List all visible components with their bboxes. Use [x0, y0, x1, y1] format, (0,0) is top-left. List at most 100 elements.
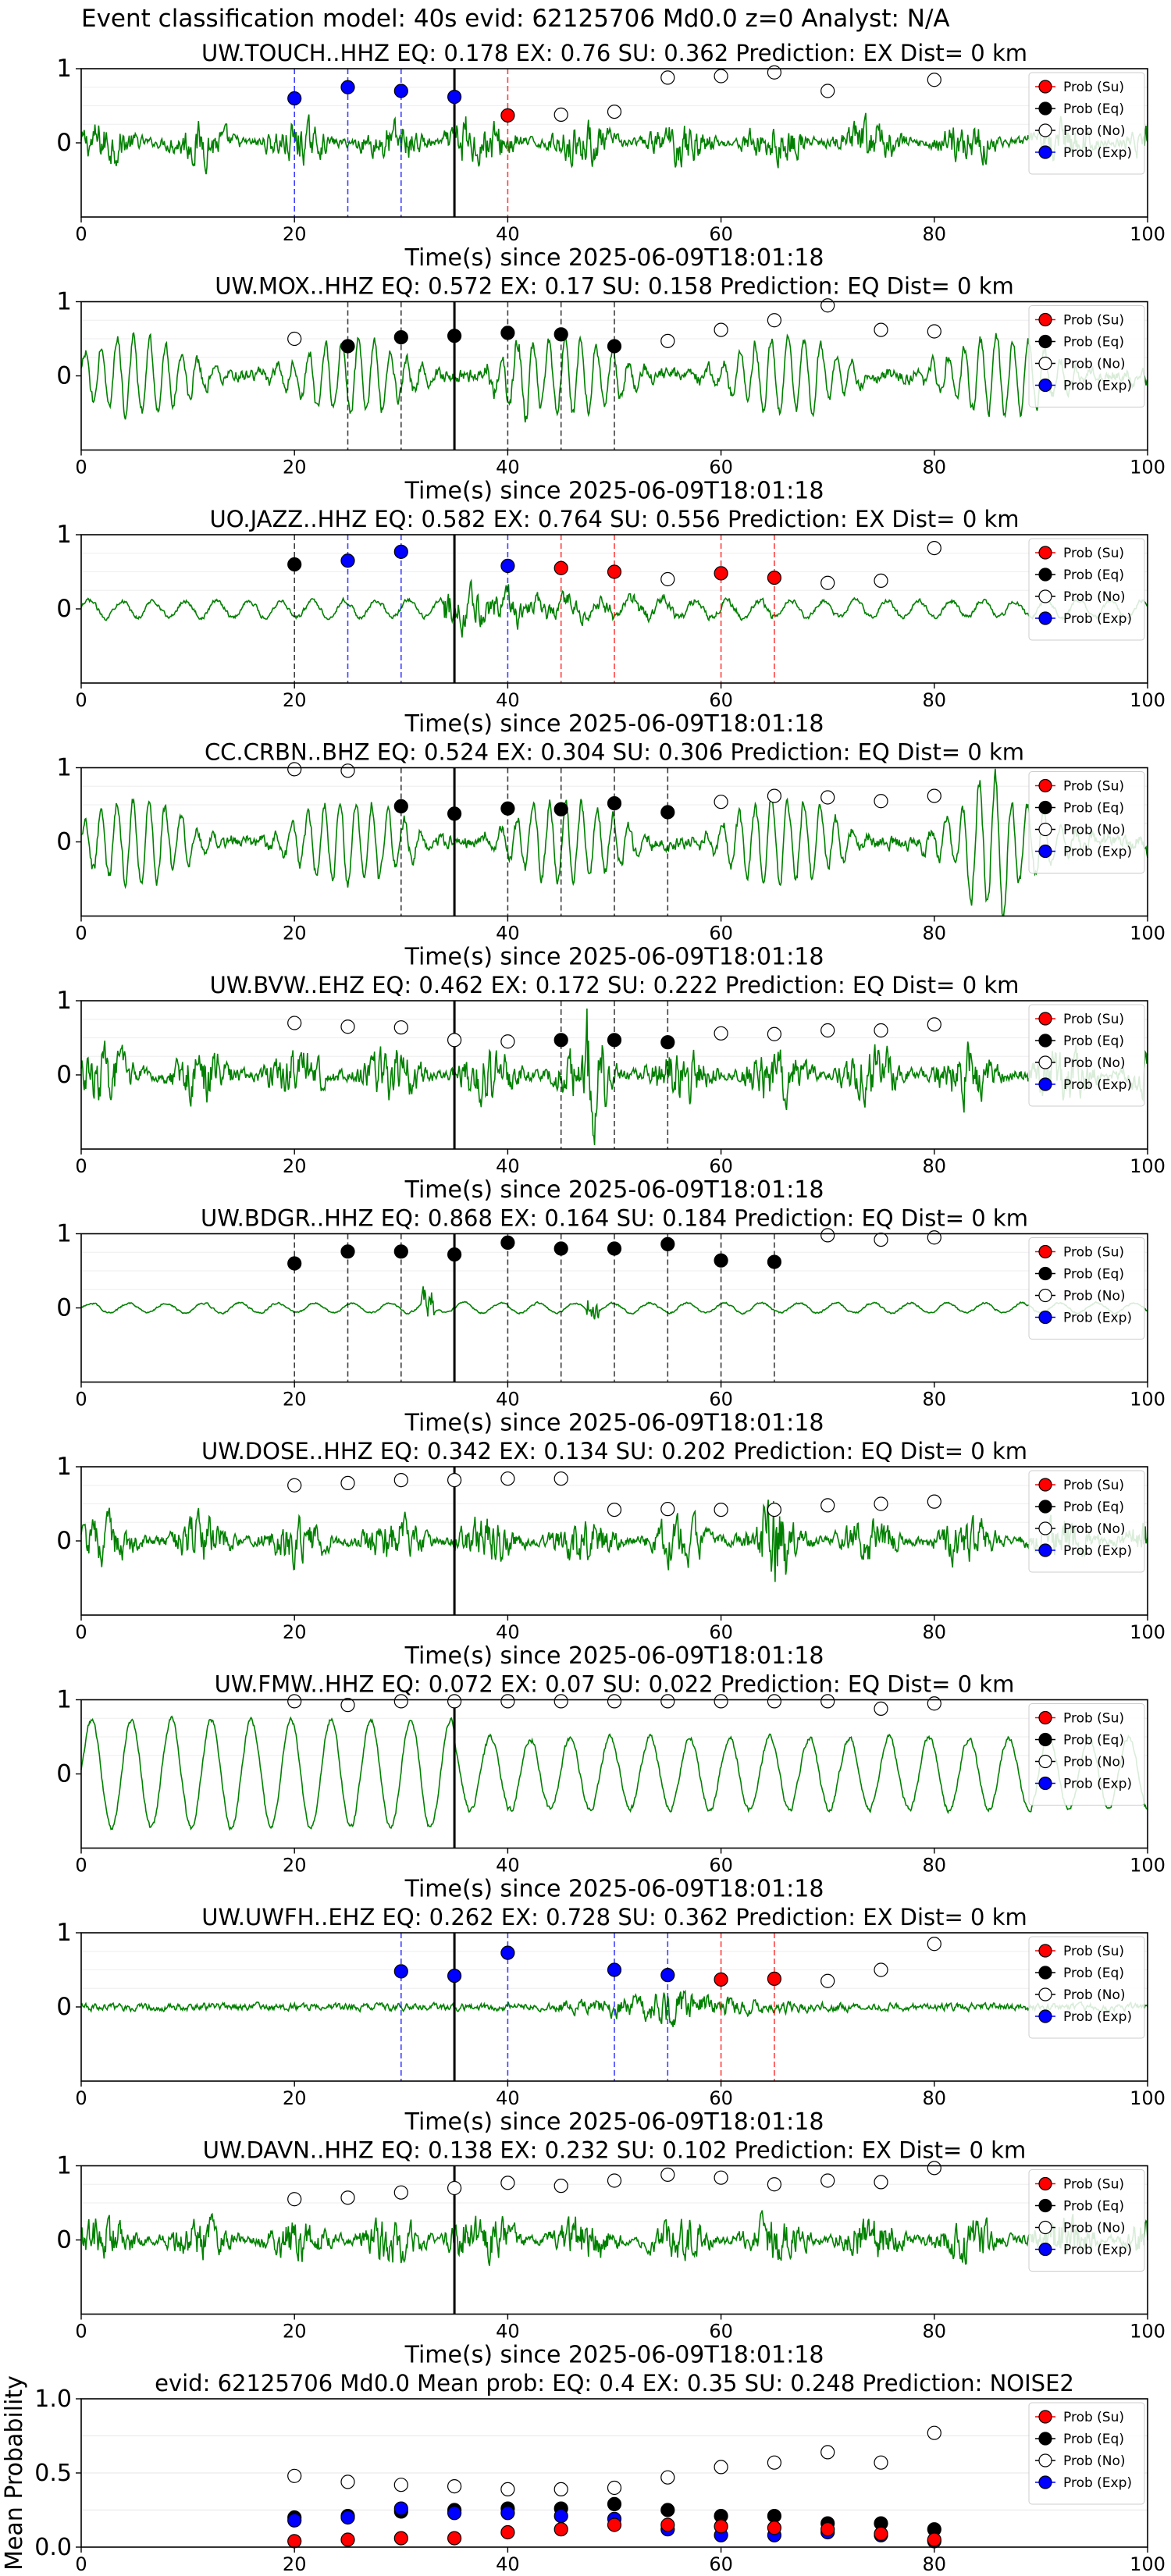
prob-point-no — [927, 2161, 941, 2176]
panel-1: UW.TOUCH..HHZ EQ: 0.178 EX: 0.76 SU: 0.3… — [56, 40, 1166, 272]
x-tick-label: 20 — [283, 1389, 307, 1411]
legend-label-eq: Prob (Eq) — [1063, 801, 1124, 817]
legend-label-exp: Prob (Exp) — [1063, 611, 1132, 627]
legend-box — [1028, 1936, 1145, 2039]
mean-point-no — [767, 2455, 782, 2470]
legend-label-eq: Prob (Eq) — [1063, 2199, 1124, 2215]
legend-marker-eq — [1038, 568, 1052, 582]
x-axis-label: Time(s) since 2025-06-09T18:01:18 — [404, 478, 824, 505]
prob-point-exp — [393, 1964, 408, 1979]
prob-point-no — [820, 1498, 835, 1513]
legend-label-no: Prob (No) — [1063, 1289, 1126, 1304]
legend-box — [1028, 2169, 1145, 2272]
x-axis-label: Time(s) since 2025-06-09T18:01:18 — [404, 1410, 824, 1437]
mean-point-no — [500, 2482, 515, 2496]
prob-point-no — [660, 70, 675, 85]
legend-label-exp: Prob (Exp) — [1063, 145, 1132, 161]
legend-marker-su — [1038, 2176, 1052, 2191]
panel-3: UO.JAZZ..HHZ EQ: 0.582 EX: 0.764 SU: 0.5… — [56, 506, 1166, 738]
prob-point-eq — [447, 806, 462, 821]
legend-label-eq: Prob (Eq) — [1063, 2432, 1124, 2447]
legend-marker-su — [1038, 312, 1052, 327]
x-tick-label: 20 — [283, 1155, 307, 1177]
legend-marker-su — [1038, 1012, 1052, 1026]
legend-label-exp: Prob (Exp) — [1063, 2475, 1132, 2491]
prob-point-no — [340, 1019, 355, 1034]
legend-marker-no — [1038, 1055, 1052, 1069]
y-tick-label: 0 — [56, 1993, 72, 2021]
x-tick-label: 0 — [75, 1155, 87, 1177]
waveform-trace — [80, 1500, 1148, 1582]
legend-label-su: Prob (Su) — [1063, 1944, 1124, 1959]
legend-marker-exp — [1038, 1310, 1052, 1325]
panel-title: UW.BVW..EHZ EQ: 0.462 EX: 0.172 SU: 0.22… — [210, 972, 1020, 998]
y-tick-label: 1 — [56, 987, 72, 1015]
mean-point-no — [447, 2479, 462, 2494]
x-tick-label: 20 — [283, 457, 307, 479]
prob-point-no — [553, 1471, 568, 1486]
prob-point-no — [553, 107, 568, 122]
prob-point-exp — [447, 1969, 462, 1984]
legend-marker-eq — [1038, 2198, 1052, 2213]
legend-box — [1028, 771, 1145, 873]
prob-point-no — [287, 1016, 302, 1030]
prob-point-no — [714, 69, 728, 84]
prob-point-su — [500, 108, 515, 123]
legend-marker-no — [1038, 356, 1052, 371]
legend-marker-su — [1038, 80, 1052, 94]
x-tick-label: 0 — [75, 689, 87, 711]
prob-point-no — [820, 1973, 835, 1988]
legend-label-exp: Prob (Exp) — [1063, 1543, 1132, 1559]
legend-marker-eq — [1038, 1500, 1052, 1514]
prob-point-no — [767, 313, 782, 328]
prob-point-no — [393, 1020, 408, 1035]
x-tick-label: 60 — [709, 1855, 733, 1877]
x-tick-label: 40 — [496, 1855, 520, 1877]
prob-point-su — [767, 1971, 782, 1986]
prob-point-no — [874, 1232, 888, 1247]
x-tick-label: 40 — [496, 223, 520, 245]
prob-point-no — [714, 322, 728, 337]
x-tick-label: 100 — [1130, 1155, 1166, 1177]
prob-point-no — [500, 1034, 515, 1049]
legend-marker-no — [1038, 589, 1052, 603]
legend-label-su: Prob (Su) — [1063, 1012, 1124, 1027]
panel-title: CC.CRBN..BHZ EQ: 0.524 EX: 0.304 SU: 0.3… — [205, 739, 1024, 766]
prob-point-no — [500, 1471, 515, 1486]
prob-point-no — [714, 2170, 728, 2185]
prob-point-eq — [660, 1236, 675, 1251]
legend-marker-eq — [1038, 1266, 1052, 1281]
prob-point-no — [874, 1701, 888, 1716]
legend-marker-su — [1038, 2410, 1052, 2424]
prob-point-no — [927, 1230, 941, 1245]
prob-point-exp — [393, 84, 408, 98]
legend-marker-no — [1038, 2220, 1052, 2235]
prob-point-no — [447, 2180, 462, 2196]
legend-label-su: Prob (Su) — [1063, 1711, 1124, 1727]
prob-point-no — [874, 1962, 888, 1977]
y-tick-label: 1 — [56, 754, 72, 782]
mean-point-exp — [500, 2506, 515, 2521]
x-tick-label: 100 — [1130, 2087, 1166, 2109]
y-tick-label: 0.5 — [34, 2460, 72, 2487]
prob-point-no — [874, 573, 888, 589]
prob-point-exp — [500, 1945, 515, 1960]
x-axis-label: Time(s) since 2025-06-09T18:01:18 — [404, 1642, 824, 1670]
mean-point-su — [874, 2526, 888, 2541]
prob-point-no — [340, 1698, 355, 1713]
prob-point-exp — [607, 1962, 622, 1977]
panel-title: evid: 62125706 Md0.0 Mean prob: EQ: 0.4 … — [155, 2370, 1074, 2396]
x-tick-label: 80 — [923, 2321, 947, 2343]
prob-point-eq — [393, 799, 408, 814]
panel-6: UW.BDGR..HHZ EQ: 0.868 EX: 0.164 SU: 0.1… — [56, 1205, 1166, 1437]
mean-point-exp — [447, 2506, 462, 2521]
legend-marker-exp — [1038, 1776, 1052, 1791]
x-tick-label: 60 — [709, 223, 733, 245]
prob-point-eq — [447, 329, 462, 343]
prob-point-eq — [500, 326, 515, 340]
prob-point-eq — [607, 1241, 622, 1256]
prob-point-no — [393, 1472, 408, 1488]
mean-point-su — [393, 2531, 408, 2546]
prob-point-eq — [447, 1247, 462, 1262]
mean-point-su — [340, 2532, 355, 2547]
